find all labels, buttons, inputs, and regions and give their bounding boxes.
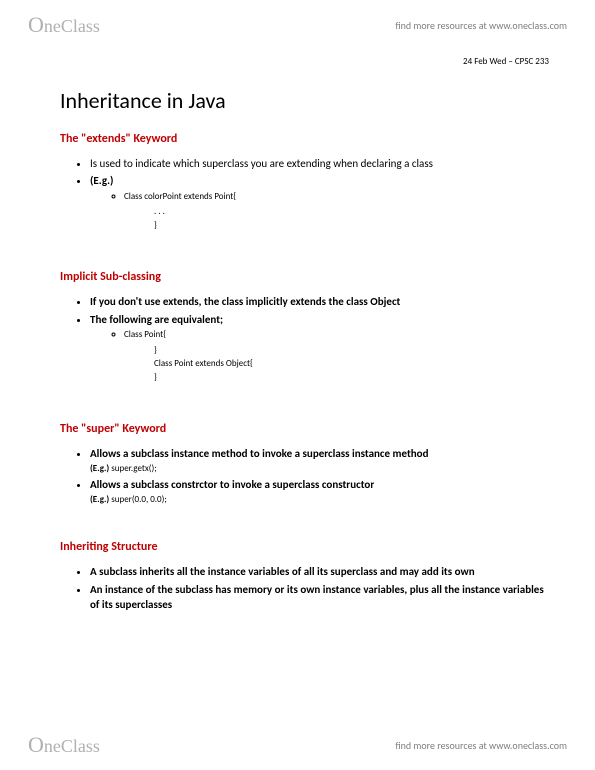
example-line: (E.g.) super(0.0, 0.0); bbox=[90, 494, 555, 507]
brand-logo: OneClass bbox=[28, 12, 100, 38]
code-block: } Class Point extends Object{ } bbox=[90, 344, 555, 385]
sub-list: Class Point{ bbox=[90, 329, 555, 342]
list-item: (E.g.) Class colorPoint extends Point{ .… bbox=[90, 173, 555, 232]
page-footer: OneClass find more resources at www.onec… bbox=[0, 732, 595, 758]
eg-label: (E.g.) bbox=[90, 494, 109, 505]
eg-code: super(0.0, 0.0); bbox=[109, 494, 167, 505]
code-line: . . . bbox=[154, 205, 555, 219]
page-header: OneClass find more resources at www.onec… bbox=[0, 12, 595, 38]
list-item: Allows a subclass instance method to inv… bbox=[90, 446, 555, 475]
code-block: . . . } bbox=[90, 205, 555, 232]
list-item: Is used to indicate which superclass you… bbox=[90, 156, 555, 171]
eg-label: (E.g.) bbox=[90, 463, 109, 474]
page-title: Inheritance in Java bbox=[60, 87, 555, 114]
list-item-label: The following are equivalent; bbox=[90, 313, 223, 326]
list-item: Allows a subclass constrctor to invoke a… bbox=[90, 477, 555, 506]
example-line: (E.g.) super.getx(); bbox=[90, 463, 555, 476]
code-line: Class Point{ bbox=[124, 329, 555, 342]
brand-logo-footer: OneClass bbox=[28, 732, 100, 758]
section-heading-super: The "super" Keyword bbox=[60, 422, 555, 436]
bullet-text: Allows a subclass constrctor to invoke a… bbox=[90, 478, 374, 491]
code-line: } bbox=[154, 344, 555, 358]
code-line: Class colorPoint extends Point{ bbox=[124, 191, 555, 204]
resources-link[interactable]: find more resources at www.oneclass.com bbox=[395, 19, 567, 32]
code-line: Class Point extends Object{ bbox=[154, 357, 555, 371]
section-heading-extends: The "extends" Keyword bbox=[60, 132, 555, 146]
list-item: An instance of the subclass has memory o… bbox=[90, 582, 555, 613]
code-line: } bbox=[154, 219, 555, 233]
eg-code: super.getx(); bbox=[109, 463, 156, 474]
super-list: Allows a subclass instance method to inv… bbox=[60, 446, 555, 506]
list-item: A subclass inherits all the instance var… bbox=[90, 564, 555, 579]
date-course: 24 Feb Wed – CPSC 233 bbox=[60, 56, 555, 67]
document-body: 24 Feb Wed – CPSC 233 Inheritance in Jav… bbox=[60, 56, 555, 614]
section-heading-inheriting: Inheriting Structure bbox=[60, 540, 555, 554]
resources-link-footer[interactable]: find more resources at www.oneclass.com bbox=[395, 739, 567, 752]
implicit-list: If you don't use extends, the class impl… bbox=[60, 294, 555, 384]
eg-label: (E.g.) bbox=[90, 174, 113, 187]
inheriting-list: A subclass inherits all the instance var… bbox=[60, 564, 555, 612]
section-heading-implicit: Implicit Sub-classing bbox=[60, 270, 555, 284]
list-item: The following are equivalent; Class Poin… bbox=[90, 312, 555, 384]
sub-list: Class colorPoint extends Point{ bbox=[90, 191, 555, 204]
list-item: If you don't use extends, the class impl… bbox=[90, 294, 555, 309]
code-line: } bbox=[154, 371, 555, 385]
extends-list: Is used to indicate which superclass you… bbox=[60, 156, 555, 232]
bullet-text: Allows a subclass instance method to inv… bbox=[90, 447, 429, 460]
